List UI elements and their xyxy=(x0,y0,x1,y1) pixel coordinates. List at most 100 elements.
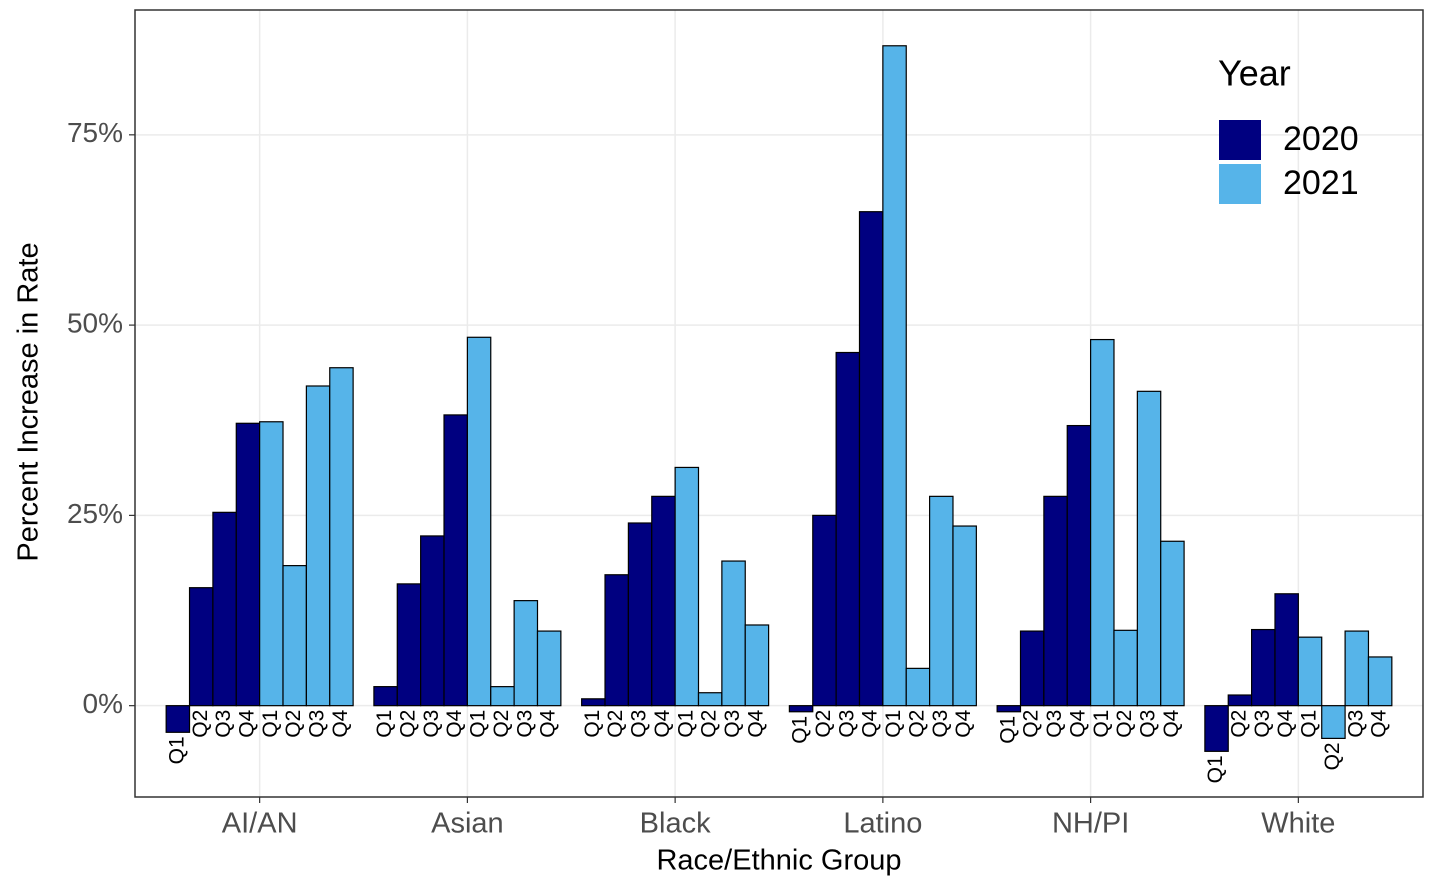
x-tick-label: Black xyxy=(640,808,711,840)
quarter-label: Q2 xyxy=(282,710,305,738)
quarter-label: Q4 xyxy=(329,709,352,737)
bar xyxy=(1019,630,1045,707)
bar xyxy=(1066,424,1092,707)
bar xyxy=(744,624,770,707)
y-tick-label: 25% xyxy=(67,498,123,529)
bar xyxy=(1043,495,1068,707)
y-tick-label: 50% xyxy=(67,307,123,338)
bar xyxy=(1113,629,1138,707)
bar xyxy=(835,351,861,707)
bar xyxy=(929,495,954,707)
legend-swatch xyxy=(1219,120,1261,160)
bar xyxy=(788,705,814,713)
bar xyxy=(466,336,492,707)
quarter-label: Q1 xyxy=(1298,710,1321,738)
legend-label: 2021 xyxy=(1283,164,1359,202)
quarter-label: Q3 xyxy=(1043,710,1066,738)
bar xyxy=(490,686,515,707)
quarter-label: Q1 xyxy=(581,710,604,738)
quarter-label: Q2 xyxy=(490,710,513,738)
quarter-label: Q1 xyxy=(882,710,905,738)
quarter-label: Q3 xyxy=(420,710,443,738)
bar xyxy=(1136,390,1162,707)
bar xyxy=(882,45,907,707)
bar xyxy=(536,630,562,707)
bar xyxy=(305,385,331,707)
quarter-label: Q3 xyxy=(1251,710,1274,738)
quarter-label: Q3 xyxy=(513,710,536,738)
quarter-label: Q2 xyxy=(1113,710,1136,738)
quarter-label: Q3 xyxy=(835,710,858,738)
quarter-label: Q2 xyxy=(698,710,721,738)
quarter-label: Q1 xyxy=(165,736,188,764)
bar xyxy=(651,495,676,707)
bar xyxy=(1204,705,1229,752)
bar xyxy=(329,367,354,707)
legend-title: Year xyxy=(1218,53,1291,94)
bar xyxy=(1344,630,1370,707)
bar xyxy=(165,705,191,733)
y-tick-label: 75% xyxy=(67,117,123,148)
bar xyxy=(996,705,1022,713)
quarter-label: Q4 xyxy=(537,709,560,737)
bar xyxy=(697,692,723,707)
bar xyxy=(1251,628,1276,707)
bar xyxy=(420,535,445,707)
bar xyxy=(212,511,237,707)
quarter-label: Q1 xyxy=(1204,755,1227,783)
quarter-label: Q3 xyxy=(721,710,744,738)
bar xyxy=(373,686,398,707)
quarter-label: Q4 xyxy=(1066,709,1089,737)
x-tick-label: White xyxy=(1261,808,1335,840)
x-tick-label: Latino xyxy=(843,808,922,840)
quarter-label: Q3 xyxy=(628,710,651,738)
quarter-label: Q1 xyxy=(467,710,490,738)
bar xyxy=(858,211,884,707)
bar xyxy=(1227,694,1253,707)
legend-swatch xyxy=(1219,164,1261,204)
quarter-label: Q4 xyxy=(952,709,975,737)
quarter-label: Q2 xyxy=(812,710,835,738)
quarter-label: Q3 xyxy=(1344,710,1367,738)
quarter-label: Q4 xyxy=(1160,709,1183,737)
quarter-label: Q4 xyxy=(1274,709,1297,737)
bar xyxy=(513,600,539,707)
bar xyxy=(1321,705,1346,739)
quarter-label: Q2 xyxy=(189,710,212,738)
quarter-label: Q3 xyxy=(929,710,952,738)
quarter-label: Q1 xyxy=(674,710,697,738)
x-tick-label: Asian xyxy=(431,808,504,840)
quarter-label: Q1 xyxy=(996,716,1019,744)
x-tick-label: AI/AN xyxy=(222,808,298,840)
bar xyxy=(396,583,422,707)
quarter-label: Q3 xyxy=(306,710,329,738)
x-axis-title: Race/Ethnic Group xyxy=(656,845,901,877)
quarter-label: Q1 xyxy=(789,716,812,744)
quarter-label: Q2 xyxy=(604,710,627,738)
bar xyxy=(235,422,261,707)
bar xyxy=(721,560,746,707)
quarter-label: Q4 xyxy=(651,709,674,737)
quarter-label: Q3 xyxy=(212,710,235,738)
quarter-label: Q4 xyxy=(859,709,882,737)
quarter-label: Q1 xyxy=(1090,710,1113,738)
bar xyxy=(259,421,284,707)
bar xyxy=(905,667,931,707)
panel-border xyxy=(134,9,1424,798)
bar xyxy=(604,574,629,707)
quarter-label: Q2 xyxy=(397,710,420,738)
bar xyxy=(812,514,837,707)
x-tick-label: NH/PI xyxy=(1052,808,1129,840)
quarter-label: Q4 xyxy=(443,709,466,737)
quarter-label: Q1 xyxy=(259,710,282,738)
quarter-label: Q2 xyxy=(1321,742,1344,770)
bar xyxy=(1090,338,1115,707)
bar xyxy=(282,565,307,707)
bar xyxy=(674,466,700,707)
quarter-label: Q1 xyxy=(373,710,396,738)
quarter-label: Q4 xyxy=(744,709,767,737)
bar xyxy=(188,587,214,707)
quarter-label: Q2 xyxy=(1020,710,1043,738)
bar xyxy=(1297,636,1323,707)
